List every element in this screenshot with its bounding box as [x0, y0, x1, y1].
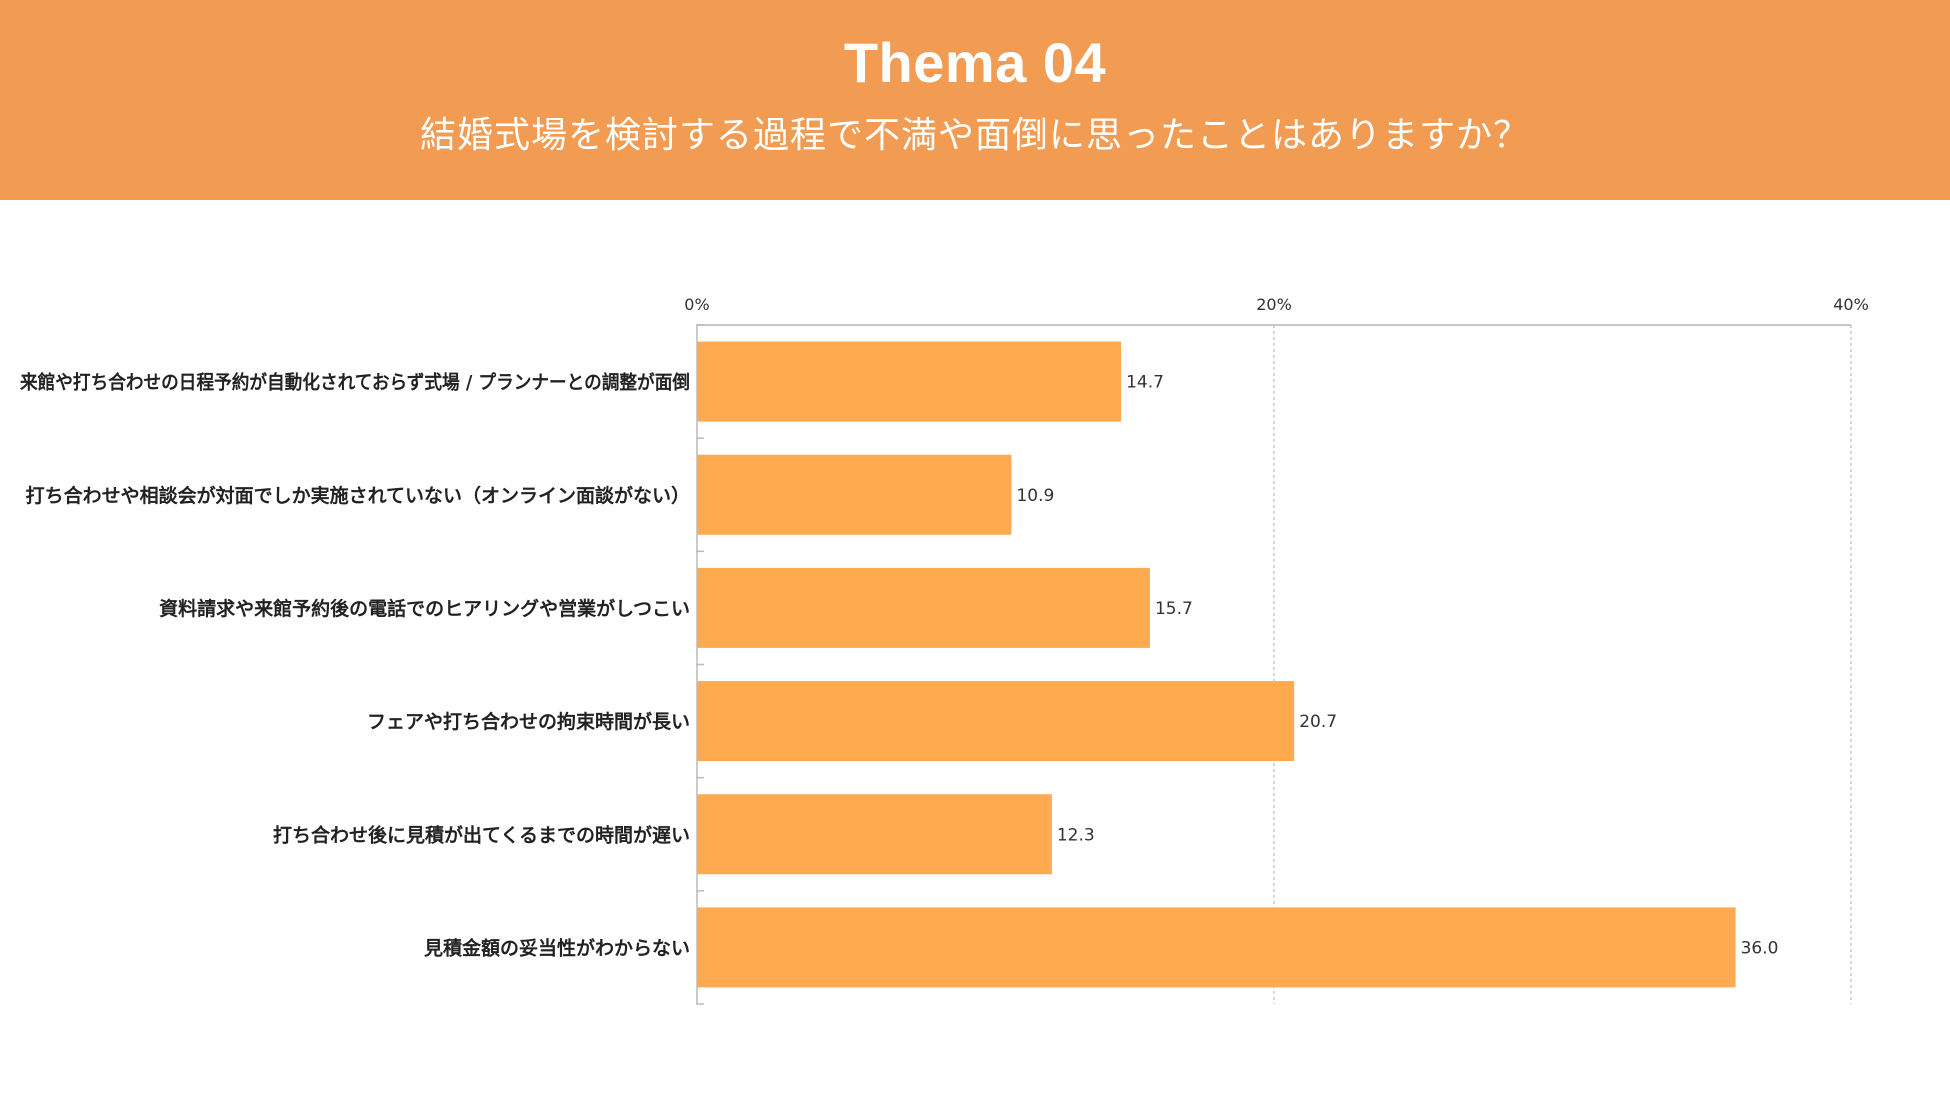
bars: [697, 341, 1736, 988]
category-label: 来館や打ち合わせの日程予約が自動化されておらず式場 / プランナーとの調整が面倒: [20, 371, 690, 394]
data-label: 14.7: [1126, 373, 1164, 393]
grid-lines: [697, 324, 1852, 1004]
data-label: 12.3: [1057, 825, 1095, 845]
x-tick-label: 40%: [1833, 295, 1869, 314]
data-label: 10.9: [1016, 486, 1054, 506]
labels: 0% 20% 40% 14.7 来館や打ち合わせの日程予約が自動化されておらず式場 / …: [20, 295, 1869, 959]
axis: [696, 324, 704, 1005]
category-label: 打ち合わせ後に見積が出てくるまでの時間が遅い: [273, 823, 690, 846]
x-tick-label: 20%: [1256, 295, 1292, 314]
data-label: 15.7: [1155, 599, 1193, 619]
bar: [697, 454, 1012, 535]
bar: [697, 907, 1736, 988]
x-tick-label: 0%: [684, 295, 709, 314]
bar: [697, 567, 1150, 648]
page-subtitle: 結婚式場を検討する過程で不満や面倒に思ったことはありますか？: [419, 115, 1530, 156]
category-label: 資料請求や来館予約後の電話でのヒアリングや営業がしつこい: [159, 597, 690, 620]
category-label: フェアや打ち合わせの拘束時間が長い: [367, 710, 690, 733]
category-label: 打ち合わせや相談会が対面でしか実施されていない（オンライン面談がない）: [26, 484, 690, 507]
bar: [697, 794, 1052, 875]
data-label: 20.7: [1299, 712, 1337, 732]
category-label: 見積金額の妥当性がわからない: [424, 936, 690, 959]
page-title: Thema 04: [843, 31, 1107, 94]
bar: [697, 341, 1122, 422]
bar: [697, 681, 1295, 762]
data-label: 36.0: [1741, 938, 1779, 958]
header-banner: Thema 04 結婚式場を検討する過程で不満や面倒に思ったことはありますか？: [0, 0, 1950, 200]
